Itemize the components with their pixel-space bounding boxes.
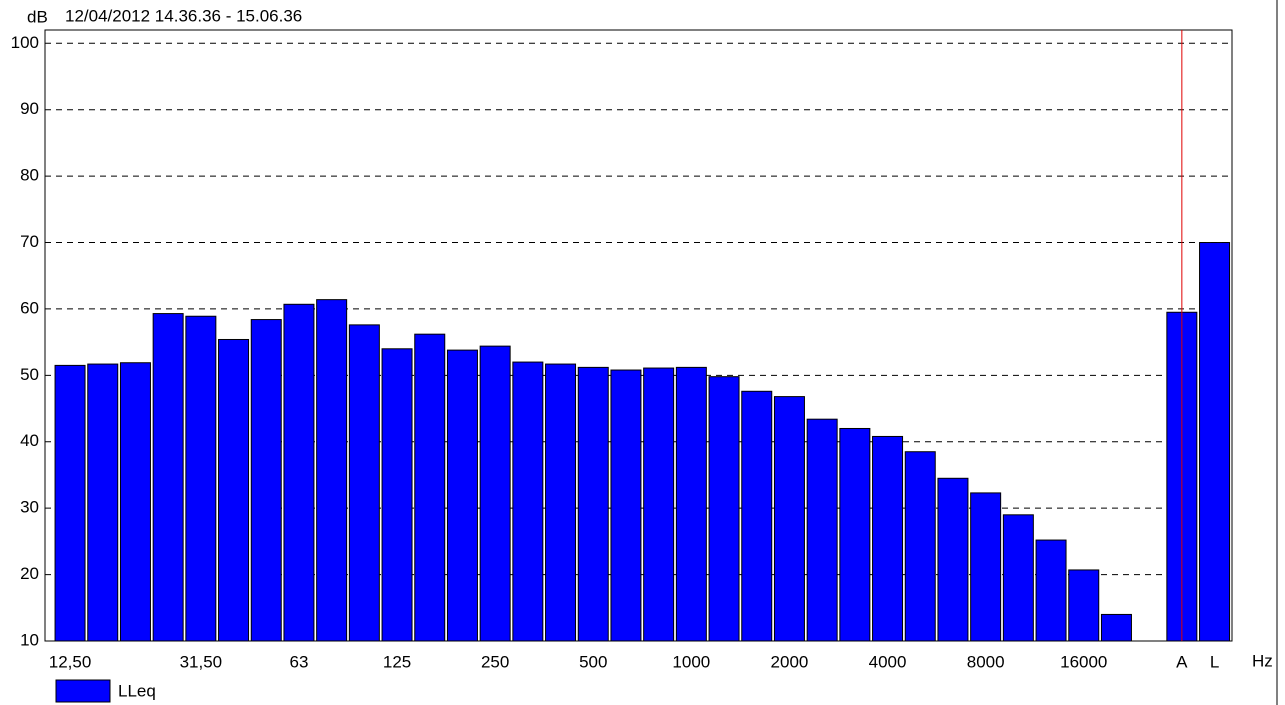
x-tick-label: 12,50 (49, 652, 92, 671)
bar (1068, 569, 1100, 642)
bar (675, 366, 707, 642)
x-tick-label: 125 (383, 652, 411, 671)
bar (152, 313, 184, 642)
bar (872, 435, 904, 642)
bar (1199, 242, 1231, 642)
bar (283, 303, 315, 642)
x-tick-label: 250 (481, 652, 509, 671)
x-axis-label: Hz (1252, 651, 1273, 670)
bar (381, 348, 413, 642)
bar (185, 315, 217, 642)
bar (970, 492, 1002, 642)
bar (904, 451, 936, 642)
x-tick-label: 500 (579, 652, 607, 671)
y-tick-label: 70 (20, 232, 39, 251)
y-tick-label: 80 (20, 166, 39, 185)
bar (512, 361, 544, 642)
x-tick-label: L (1210, 652, 1219, 671)
legend-swatch (55, 679, 111, 703)
bar (1100, 613, 1132, 642)
y-tick-label: 10 (20, 630, 39, 649)
bar (348, 324, 380, 642)
bar (937, 477, 969, 642)
y-tick-label: 100 (11, 33, 39, 52)
bar (414, 333, 446, 642)
bar (610, 369, 642, 642)
x-tick-label: 4000 (869, 652, 907, 671)
bar (446, 349, 478, 642)
y-tick-label: 50 (20, 365, 39, 384)
bar (545, 363, 577, 642)
bar (54, 364, 86, 642)
bar (250, 319, 282, 642)
plot-frame (44, 29, 1233, 642)
x-tick-label: 1000 (672, 652, 710, 671)
y-tick-label: 60 (20, 298, 39, 317)
bar (218, 338, 250, 642)
bar (479, 345, 511, 642)
bar (643, 367, 675, 642)
x-tick-label: 2000 (771, 652, 809, 671)
bar (316, 299, 348, 642)
bar (839, 427, 871, 642)
bar (1002, 514, 1034, 642)
y-tick-label: 30 (20, 498, 39, 517)
y-tick-label: 20 (20, 564, 39, 583)
x-tick-label: 31,50 (180, 652, 223, 671)
x-tick-label: 8000 (967, 652, 1005, 671)
bar (87, 363, 119, 642)
y-axis-label: dB (27, 7, 48, 26)
bar (773, 396, 805, 642)
bar (1035, 539, 1067, 642)
bar (741, 390, 773, 642)
legend-label: LLeq (118, 681, 156, 700)
bar (577, 366, 609, 642)
bar (806, 418, 838, 642)
y-tick-label: 90 (20, 99, 39, 118)
bar (708, 376, 740, 642)
x-tick-label: A (1176, 652, 1188, 671)
y-tick-label: 40 (20, 431, 39, 450)
x-tick-label: 16000 (1060, 652, 1107, 671)
x-tick-label: 63 (289, 652, 308, 671)
bar (119, 362, 151, 642)
chart-title: 12/04/2012 14.36.36 - 15.06.36 (65, 6, 302, 25)
